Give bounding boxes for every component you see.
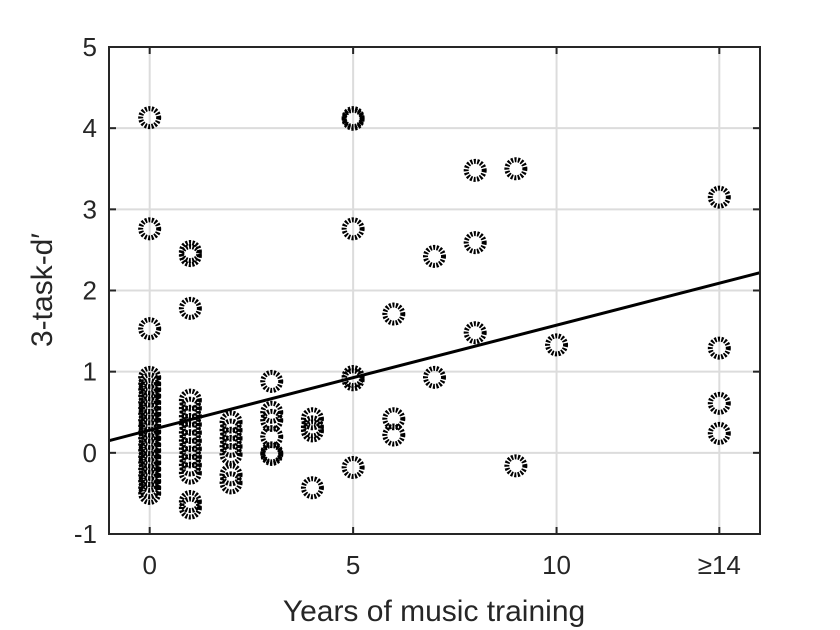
y-tick-label: 2 bbox=[83, 276, 97, 306]
y-tick-label: 4 bbox=[83, 113, 97, 143]
data-point bbox=[300, 407, 324, 431]
data-point bbox=[423, 365, 446, 389]
data-point bbox=[707, 421, 731, 445]
data-point bbox=[300, 476, 324, 500]
y-axis-label: 3-task-d′ bbox=[26, 233, 59, 347]
data-point bbox=[504, 157, 528, 181]
data-point bbox=[178, 490, 202, 514]
data-point bbox=[138, 317, 162, 341]
fit-line-group bbox=[108, 271, 761, 443]
y-tick-label: 5 bbox=[83, 32, 97, 62]
y-tick-label: 3 bbox=[83, 194, 97, 224]
data-point bbox=[260, 369, 284, 393]
data-point bbox=[382, 302, 406, 326]
data-point bbox=[341, 455, 365, 479]
data-point bbox=[341, 368, 365, 392]
data-point bbox=[178, 496, 202, 520]
data-point bbox=[138, 481, 162, 505]
x-tick-label: 10 bbox=[542, 550, 571, 580]
x-tick-label: 0 bbox=[142, 550, 156, 580]
data-point bbox=[219, 434, 243, 458]
data-point bbox=[178, 244, 202, 268]
data-point bbox=[178, 461, 202, 485]
data-point bbox=[341, 217, 365, 241]
data-point bbox=[504, 454, 528, 478]
data-point bbox=[138, 469, 162, 493]
data-point bbox=[463, 158, 487, 182]
x-axis-ticks: 0 5 10 ≥14 bbox=[142, 47, 741, 580]
y-tick-label: 0 bbox=[83, 438, 97, 468]
data-point bbox=[178, 296, 202, 320]
y-tick-label: -1 bbox=[74, 519, 97, 549]
data-point bbox=[178, 453, 202, 477]
data-point bbox=[707, 185, 731, 209]
regression-line bbox=[108, 271, 761, 443]
data-point bbox=[463, 321, 487, 345]
data-point bbox=[463, 231, 487, 255]
data-point bbox=[707, 391, 731, 415]
data-point bbox=[341, 107, 365, 131]
data-point bbox=[260, 442, 284, 466]
data-point bbox=[219, 471, 243, 495]
y-tick-label: 1 bbox=[83, 357, 97, 387]
data-point bbox=[300, 419, 324, 443]
data-points bbox=[138, 106, 731, 520]
x-tick-label: 5 bbox=[346, 550, 360, 580]
y-axis-ticks: -1 0 1 2 3 4 5 bbox=[74, 32, 760, 549]
x-axis-label: Years of music training bbox=[283, 595, 585, 628]
data-point bbox=[545, 333, 569, 357]
data-point bbox=[219, 463, 243, 487]
data-point bbox=[138, 217, 162, 241]
x-tick-label: ≥14 bbox=[698, 550, 741, 580]
data-point bbox=[260, 400, 284, 424]
data-point bbox=[382, 423, 406, 447]
data-point bbox=[138, 106, 162, 130]
data-point bbox=[707, 336, 731, 360]
data-point bbox=[423, 244, 446, 268]
